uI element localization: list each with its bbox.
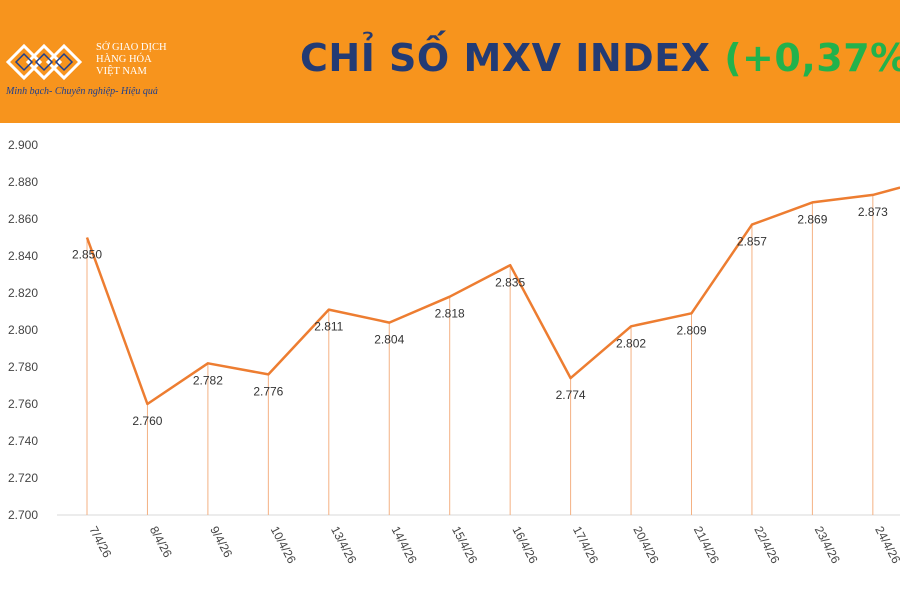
- data-label: 2.802: [616, 336, 646, 350]
- data-label: 2.804: [374, 333, 404, 347]
- data-label: 2.835: [495, 275, 525, 289]
- x-tick-label: 22/4/26: [751, 524, 782, 566]
- x-tick-label: 15/4/26: [449, 524, 480, 566]
- header-band: SỞ GIAO DỊCH HÀNG HÓA VIỆT NAM Minh bạch…: [0, 0, 900, 123]
- data-label: 2.869: [797, 212, 827, 226]
- data-label: 2.760: [132, 414, 162, 428]
- y-tick-label: 2.900: [8, 138, 38, 152]
- org-name-line-2: HÀNG HÓA: [96, 54, 152, 65]
- x-tick-label: 17/4/26: [570, 524, 601, 566]
- y-tick-label: 2.820: [8, 286, 38, 300]
- data-label: 2.774: [556, 388, 586, 402]
- y-tick-label: 2.880: [8, 175, 38, 189]
- x-tick-label: 16/4/26: [510, 524, 541, 566]
- data-label: 2.809: [676, 323, 706, 337]
- x-tick-label: 9/4/26: [207, 524, 235, 560]
- index-change: (+0,37%): [724, 36, 900, 80]
- x-tick-label: 14/4/26: [389, 524, 420, 566]
- y-axis: 2.900 2.880 2.860 2.840 2.820 2.800 2.780 2.760…: [8, 138, 38, 522]
- y-tick-label: 2.740: [8, 434, 38, 448]
- y-tick-label: 2.860: [8, 212, 38, 226]
- y-tick-label: 2.700: [8, 508, 38, 522]
- data-labels: 2.850 2.760 2.782 2.776 2.811 2.804 2.818 2.835…: [72, 205, 888, 428]
- y-tick-label: 2.760: [8, 397, 38, 411]
- series-line: [85, 186, 900, 406]
- data-label: 2.850: [72, 248, 102, 262]
- slogan: Minh bạch- Chuyên nghiệp- Hiệu quả: [6, 86, 158, 97]
- chart-title: CHỈ SỐ MXV INDEX (+0,37%): [300, 36, 900, 80]
- x-tick-label: 8/4/26: [147, 524, 175, 560]
- org-name-line-1: SỞ GIAO DỊCH: [96, 42, 167, 53]
- data-label: 2.873: [858, 205, 888, 219]
- chart-title-text: CHỈ SỐ MXV INDEX: [300, 36, 711, 80]
- org-name-line-3: VIỆT NAM: [96, 66, 147, 77]
- mxv-logo: SỞ GIAO DỊCH HÀNG HÓA VIỆT NAM Minh bạch…: [6, 40, 176, 100]
- y-tick-label: 2.720: [8, 471, 38, 485]
- x-tick-label: 20/4/26: [630, 524, 661, 566]
- x-tick-label: 10/4/26: [268, 524, 299, 566]
- data-label: 2.857: [737, 235, 767, 249]
- x-tick-label: 13/4/26: [328, 524, 359, 566]
- x-tick-label: 24/4/26: [872, 524, 900, 566]
- data-label: 2.782: [193, 373, 223, 387]
- y-tick-label: 2.840: [8, 249, 38, 263]
- x-tick-label: 23/4/26: [812, 524, 843, 566]
- drop-lines: [86, 194, 874, 515]
- y-tick-label: 2.800: [8, 323, 38, 337]
- mxv-logo-icon: [6, 43, 83, 81]
- data-label: 2.818: [435, 307, 465, 321]
- line-chart: 2.900 2.880 2.860 2.840 2.820 2.800 2.780 2.760…: [8, 138, 900, 566]
- data-label: 2.776: [253, 384, 283, 398]
- x-tick-label: 7/4/26: [86, 524, 114, 560]
- data-label: 2.811: [314, 320, 343, 334]
- x-tick-label: 21/4/26: [691, 524, 722, 566]
- x-axis: 7/4/26 8/4/26 9/4/26 10/4/26 13/4/26 14/4/26 1…: [86, 524, 900, 566]
- y-tick-label: 2.780: [8, 360, 38, 374]
